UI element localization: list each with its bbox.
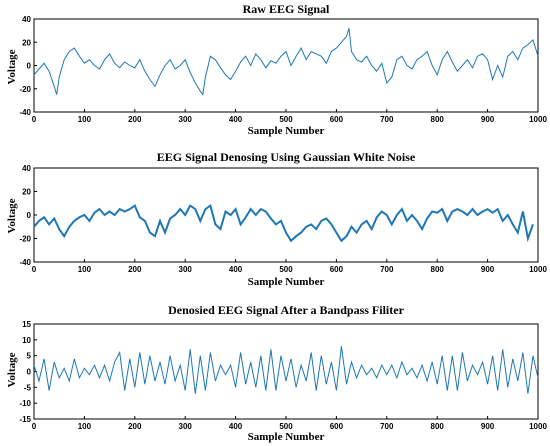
x-axis-label: Sample Number bbox=[248, 431, 325, 443]
x-tick-label: 300 bbox=[179, 115, 193, 124]
x-tick-label: 600 bbox=[330, 422, 344, 431]
panel-raw-eeg: Raw EEG Signal Sample Number Voltage 0 10… bbox=[6, 2, 547, 137]
plot-frame bbox=[33, 167, 539, 263]
x-tick-label: 0 bbox=[32, 422, 37, 431]
x-tick-label: 1000 bbox=[529, 115, 547, 124]
y-tick-label: 40 bbox=[22, 164, 31, 173]
x-tick-label: 500 bbox=[279, 422, 293, 431]
x-tick-label: 1000 bbox=[529, 265, 547, 274]
x-tick-label: 100 bbox=[78, 422, 92, 431]
x-tick-label: 200 bbox=[128, 115, 142, 124]
x-axis-label: Sample Number bbox=[248, 125, 325, 137]
y-axis-label: Voltage bbox=[6, 352, 18, 387]
x-tick-label: 500 bbox=[279, 265, 293, 274]
series-line bbox=[33, 203, 534, 243]
x-axis-label: Sample Number bbox=[248, 276, 325, 288]
x-tick-label: 0 bbox=[32, 265, 37, 274]
chart-title: Denosied EEG Signal After a Bandpass Fil… bbox=[168, 303, 404, 317]
y-tick-label: -20 bbox=[19, 235, 31, 244]
x-tick-label: 600 bbox=[330, 265, 344, 274]
x-tick-label: 600 bbox=[330, 115, 344, 124]
y-tick-label: 15 bbox=[22, 320, 31, 329]
series-line bbox=[33, 346, 539, 394]
x-tick-label: 100 bbox=[78, 115, 92, 124]
y-tick-label: -40 bbox=[19, 258, 31, 267]
y-tick-label: 0 bbox=[27, 368, 32, 377]
chart-title: Raw EEG Signal bbox=[243, 2, 330, 16]
x-tick-label: 0 bbox=[32, 115, 37, 124]
panel-gaussian-denoising: EEG Signal Denosing Using Gaussian White… bbox=[6, 150, 547, 288]
x-tick-label: 700 bbox=[380, 115, 394, 124]
y-axis-label: Voltage bbox=[6, 49, 18, 84]
x-tick-label: 400 bbox=[229, 265, 243, 274]
axis-ticks: 0 100 200 300 400 500 600 700 800 900 1000 15 10 5 0 -5… bbox=[19, 320, 547, 431]
y-tick-label: -40 bbox=[19, 108, 31, 117]
y-tick-label: 10 bbox=[22, 336, 31, 345]
x-tick-label: 300 bbox=[179, 265, 193, 274]
x-tick-label: 800 bbox=[431, 115, 445, 124]
panel-bandpass-filtered: Denosied EEG Signal After a Bandpass Fil… bbox=[6, 303, 547, 443]
y-tick-label: 40 bbox=[22, 15, 31, 24]
axis-ticks: 0 100 200 300 400 500 600 700 800 900 100040200-20… bbox=[19, 15, 547, 124]
y-tick-label: 5 bbox=[27, 352, 32, 361]
y-tick-label: -15 bbox=[19, 415, 31, 424]
series-line bbox=[33, 28, 539, 96]
x-tick-label: 800 bbox=[431, 265, 445, 274]
y-tick-label: -5 bbox=[24, 383, 32, 392]
y-tick-label: 20 bbox=[22, 38, 31, 47]
axis-ticks: 0 100 200 300 400 500 600 700 800 900 100040200-20… bbox=[19, 164, 547, 274]
x-tick-label: 200 bbox=[128, 422, 142, 431]
x-tick-label: 500 bbox=[279, 115, 293, 124]
y-tick-label: 0 bbox=[27, 211, 32, 220]
x-tick-label: 700 bbox=[380, 265, 394, 274]
plot-frame bbox=[33, 323, 539, 420]
y-tick-label: 0 bbox=[27, 62, 32, 71]
x-tick-label: 400 bbox=[229, 115, 243, 124]
x-tick-label: 1000 bbox=[529, 422, 547, 431]
chart-title: EEG Signal Denosing Using Gaussian White… bbox=[157, 150, 416, 164]
x-tick-label: 900 bbox=[481, 265, 495, 274]
x-tick-label: 200 bbox=[128, 265, 142, 274]
y-axis-label: Voltage bbox=[6, 198, 18, 233]
x-tick-label: 700 bbox=[380, 422, 394, 431]
x-tick-label: 100 bbox=[78, 265, 92, 274]
x-tick-label: 400 bbox=[229, 422, 243, 431]
y-tick-label: -20 bbox=[19, 85, 31, 94]
x-tick-label: 300 bbox=[179, 422, 193, 431]
x-tick-label: 900 bbox=[481, 422, 495, 431]
plot-frame bbox=[33, 18, 539, 113]
y-tick-label: 20 bbox=[22, 188, 31, 197]
x-tick-label: 800 bbox=[431, 422, 445, 431]
x-tick-label: 900 bbox=[481, 115, 495, 124]
y-tick-label: -10 bbox=[19, 399, 31, 408]
